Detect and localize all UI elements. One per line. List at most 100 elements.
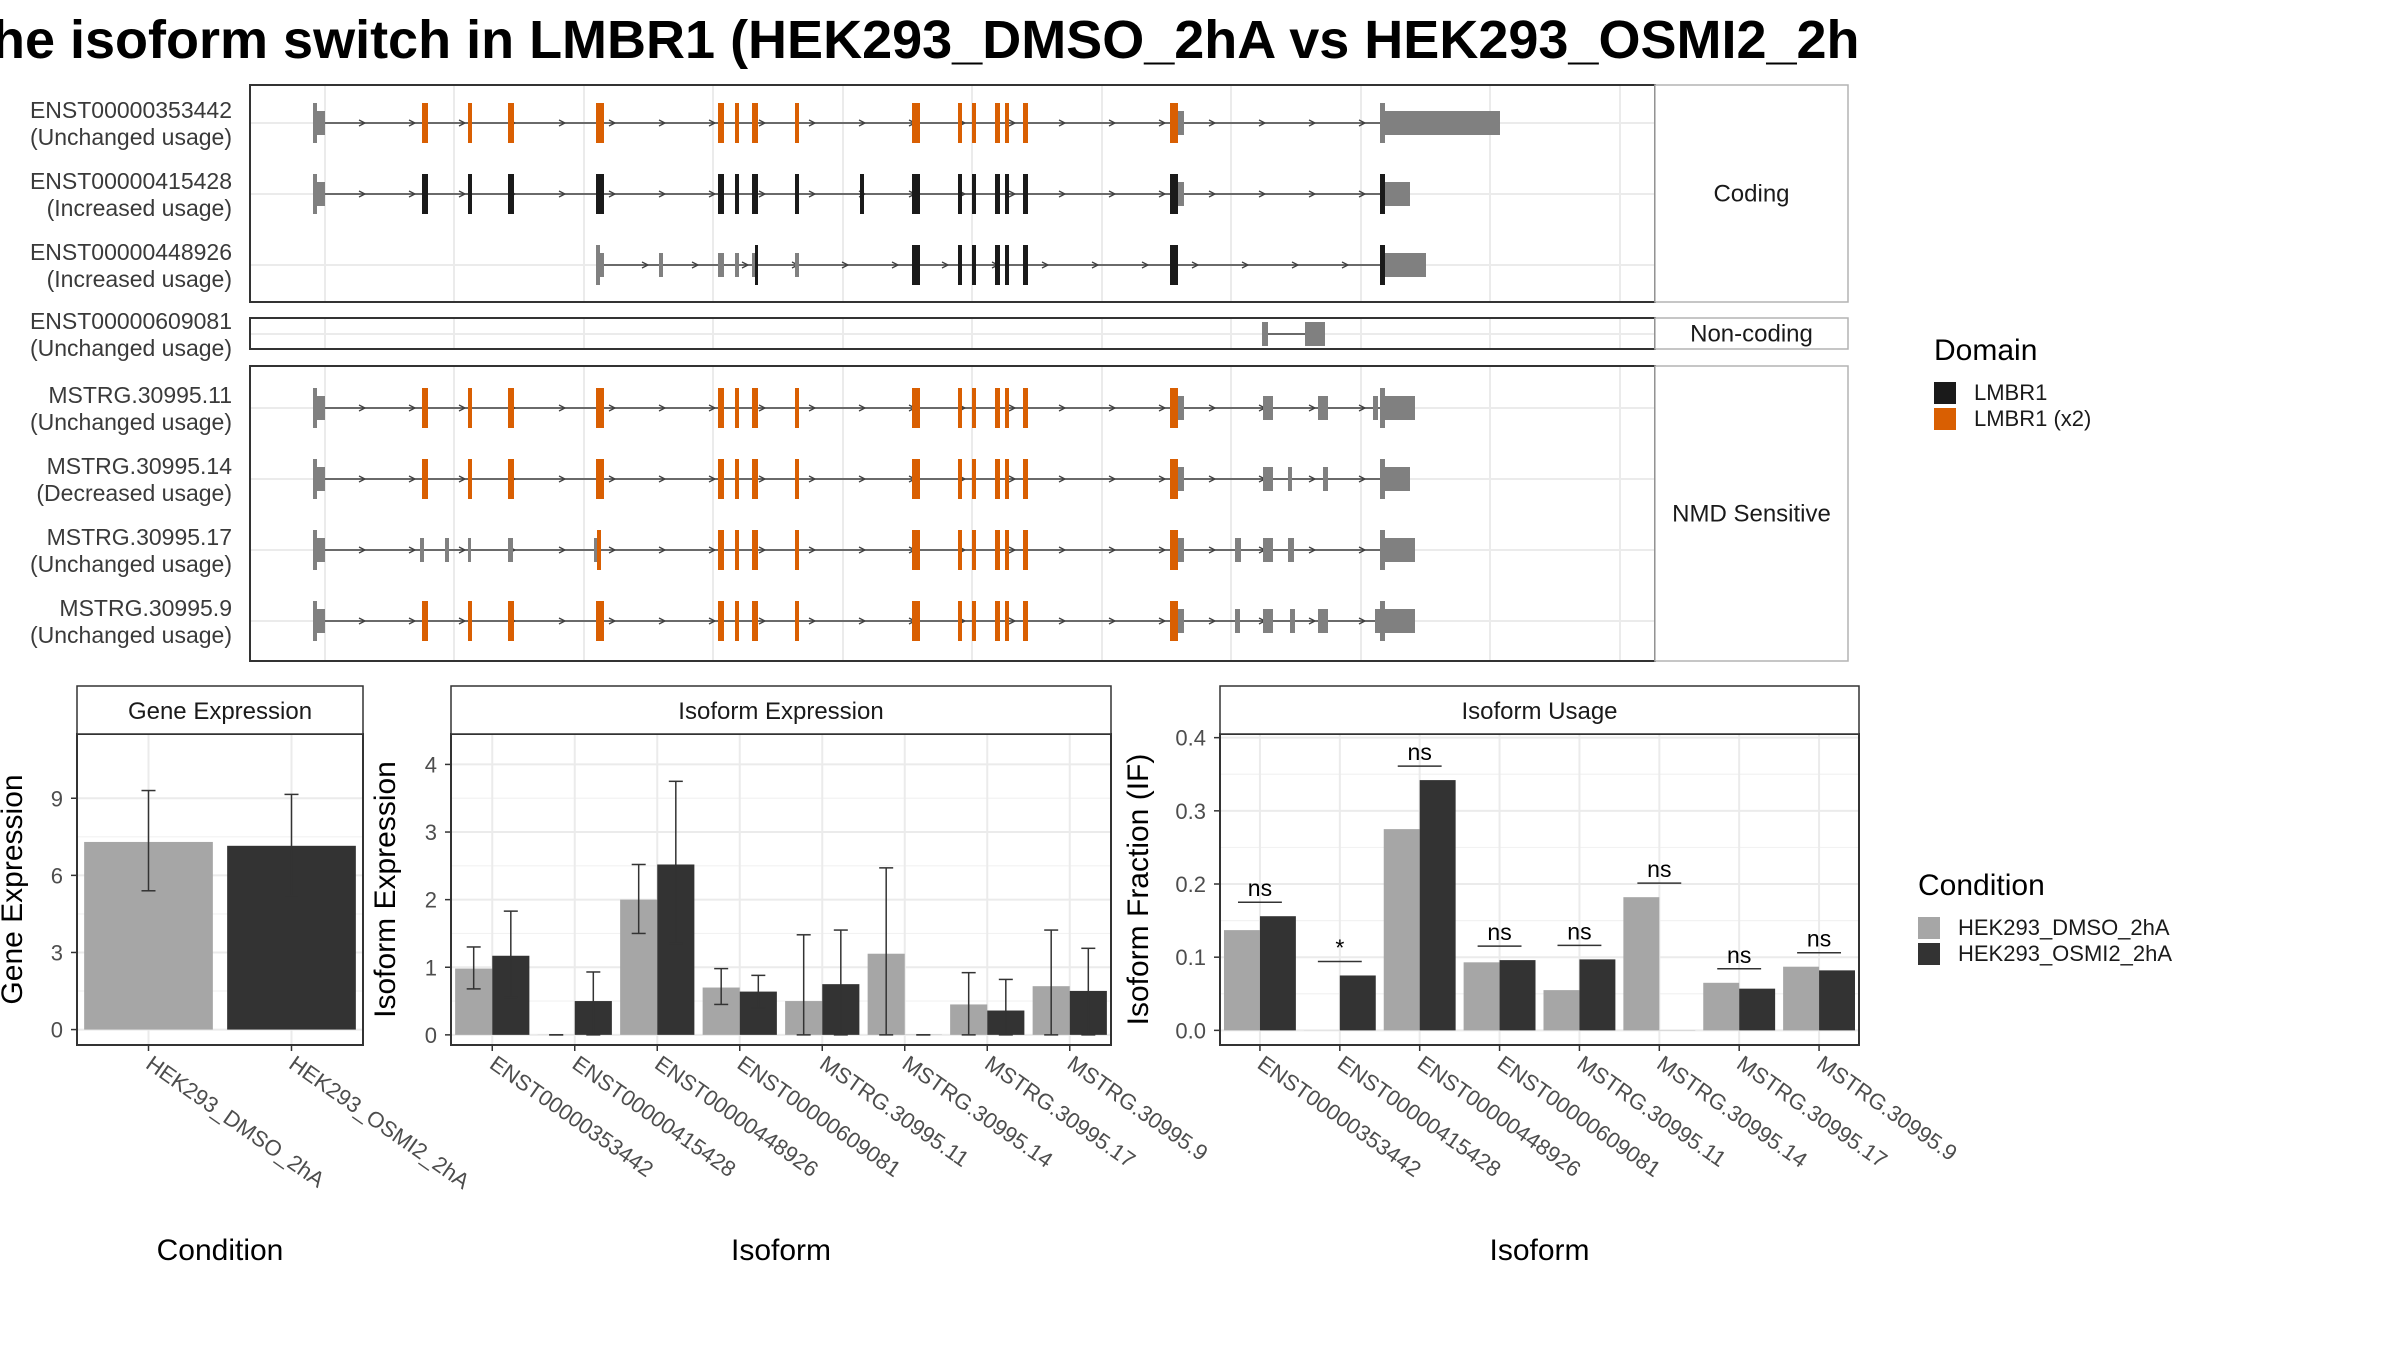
transcript-id-label: MSTRG.30995.9: [59, 595, 232, 621]
coding-exon: [752, 103, 758, 143]
coding-exon: [1005, 530, 1009, 570]
coding-exon: [995, 174, 1000, 214]
coding-exon-end: [1380, 103, 1385, 143]
y-tick-label: 0.3: [1175, 799, 1206, 824]
strip-box: [76, 685, 364, 735]
coding-exon-end: [1380, 388, 1385, 428]
intron-arrow: [608, 617, 617, 625]
intron-arrow: [758, 190, 767, 198]
intron-arrow: [1058, 404, 1067, 412]
transcript-usage-label: (Unchanged usage): [30, 409, 232, 435]
bar: [1463, 962, 1500, 1031]
intron-arrow: [1208, 404, 1217, 412]
coding-exon: [468, 601, 472, 641]
coding-exon: [1005, 174, 1009, 214]
coding-exon-start: [313, 103, 317, 143]
coding-exon: [795, 601, 799, 641]
coding-exon: [752, 530, 758, 570]
utr-exon: [1235, 538, 1241, 562]
coding-exon: [1170, 245, 1178, 285]
transcript-usage-label: (Unchanged usage): [30, 622, 232, 648]
y-tick-label: 4: [425, 752, 437, 777]
intron-arrow: [1208, 546, 1217, 554]
utr-exon: [1383, 396, 1415, 420]
utr-exon: [1318, 396, 1328, 420]
y-axis-title: Gene Expression: [0, 774, 29, 1004]
coding-exon: [422, 103, 428, 143]
transcript-id-label: MSTRG.30995.17: [47, 524, 232, 550]
coding-exon: [755, 245, 758, 285]
intron-arrow: [1008, 475, 1017, 483]
coding-exon: [718, 174, 724, 214]
coding-exon: [958, 601, 962, 641]
utr-exon: [735, 253, 739, 277]
strip-label-nmd: NMD Sensitive: [1672, 501, 1831, 528]
coding-exon: [972, 245, 976, 285]
intron-arrow: [458, 190, 467, 198]
significance-label: ns: [1567, 918, 1591, 944]
intron-arrow: [1208, 617, 1217, 625]
intron-arrow: [808, 546, 817, 554]
intron-arrow: [758, 546, 767, 554]
intron-arrow: [558, 404, 567, 412]
coding-exon: [597, 530, 601, 570]
utr-exon: [1178, 609, 1184, 633]
intron-arrow: [1108, 617, 1117, 625]
intron-arrow: [1358, 119, 1367, 127]
coding-exon: [735, 388, 739, 428]
bar: [1739, 988, 1776, 1031]
intron-arrow: [808, 119, 817, 127]
coding-exon: [912, 174, 920, 214]
bar: [1623, 897, 1660, 1031]
intron-arrow: [1308, 190, 1317, 198]
utr-exon: [1290, 609, 1295, 633]
y-tick-label: 2: [425, 888, 437, 913]
intron-arrow: [1308, 475, 1317, 483]
transcript-ENST00000353442: ENST00000353442(Unchanged usage): [30, 97, 1500, 150]
intron-arrow: [808, 617, 817, 625]
coding-exon: [912, 103, 920, 143]
coding-exon-start: [313, 459, 317, 499]
domain-legend-label: LMBR1 (x2): [1974, 406, 2091, 431]
intron-arrow: [1358, 190, 1367, 198]
coding-exon: [958, 174, 962, 214]
coding-exon: [508, 174, 514, 214]
utr-exon: [752, 253, 755, 277]
intron-arrow: [1258, 190, 1267, 198]
coding-exon: [468, 174, 472, 214]
intron-arrow: [858, 119, 867, 127]
chart-panel-0: 0369HEK293_DMSO_2hAHEK293_OSMI2_2hAGene …: [0, 685, 475, 1267]
transcript-usage-label: (Unchanged usage): [30, 551, 232, 577]
intron-arrow: [358, 119, 367, 127]
intron-arrow: [858, 546, 867, 554]
coding-exon-start: [596, 245, 600, 285]
utr-exon: [1383, 111, 1500, 135]
coding-exon: [1005, 459, 1009, 499]
panel-strip-label: Isoform Usage: [1461, 698, 1617, 725]
significance-label: ns: [1487, 919, 1511, 945]
intron-arrow: [1208, 190, 1217, 198]
intron-arrow: [1058, 190, 1067, 198]
x-tick-label: MSTRG.30995.17: [980, 1051, 1140, 1173]
coding-exon: [1023, 103, 1028, 143]
transcript-id-label: ENST00000415428: [30, 168, 232, 194]
bar: [1339, 975, 1376, 1031]
significance-label: ns: [1647, 856, 1671, 882]
y-axis-title: Isoform Fraction (IF): [1122, 754, 1155, 1026]
y-tick-label: 0: [51, 1018, 63, 1043]
utr-exon: [420, 538, 424, 562]
coding-exon: [795, 174, 799, 214]
utr-exon: [1383, 182, 1410, 206]
intron-arrow: [1308, 617, 1317, 625]
structure-group-nmd: NMD Sensitive: [249, 365, 1849, 662]
coding-exon: [1170, 388, 1178, 428]
coding-exon: [995, 530, 1000, 570]
utr-exon: [1178, 182, 1184, 206]
intron-arrow: [858, 617, 867, 625]
utr-exon: [1373, 396, 1378, 420]
intron-arrow: [808, 404, 817, 412]
coding-exon: [795, 530, 799, 570]
significance-label: ns: [1408, 739, 1432, 765]
coding-exon: [752, 388, 758, 428]
intron-arrow: [1158, 475, 1167, 483]
